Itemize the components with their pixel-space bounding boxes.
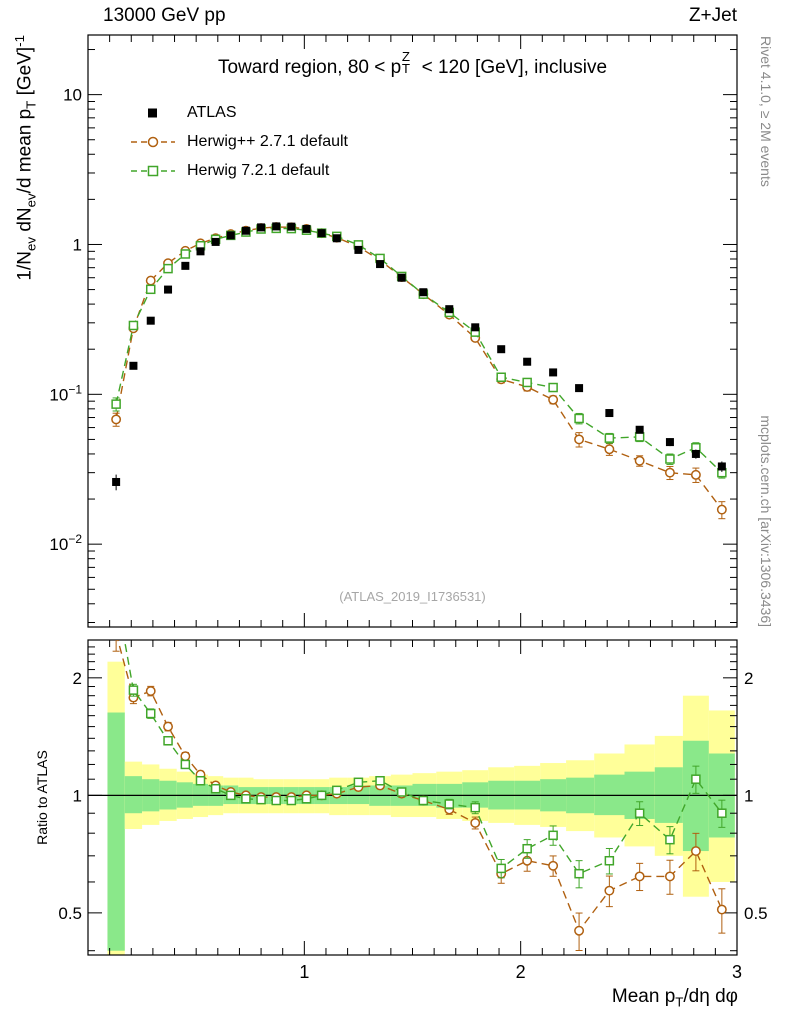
svg-text:2: 2 <box>73 669 82 688</box>
process-label: Z+Jet <box>688 5 737 26</box>
svg-text:3: 3 <box>732 962 742 982</box>
svg-text:1: 1 <box>744 786 753 805</box>
analysis-id-watermark: (ATLAS_2019_I1736531) <box>339 589 486 604</box>
svg-text:2: 2 <box>744 669 753 688</box>
x-axis-label: Mean pT/dη dφ <box>611 986 738 1010</box>
legend-item: ATLAS <box>130 98 348 127</box>
legend: ATLAS Herwig++ 2.7.1 default Herwig 7.2.1 … <box>130 98 348 185</box>
svg-text:1: 1 <box>73 235 82 254</box>
svg-text:1: 1 <box>299 962 309 982</box>
svg-text:2: 2 <box>516 962 526 982</box>
mcplots-source-note: mcplots.cern.ch [arXiv:1306.3436] <box>758 415 774 627</box>
legend-label: Herwig++ 2.7.1 default <box>187 132 348 150</box>
legend-label: Herwig 7.2.1 default <box>187 161 330 179</box>
filled-square-icon <box>148 108 157 117</box>
svg-text:1: 1 <box>73 786 82 805</box>
svg-text:10−2: 10−2 <box>49 532 82 554</box>
legend-label: ATLAS <box>187 103 237 121</box>
ratio-y-axis-label: Ratio to ATLAS <box>34 750 50 845</box>
beam-energy-label: 13000 GeV pp <box>103 5 226 26</box>
y-axis-label: 1/Nev dNev/d mean pT [GeV]-1 <box>12 35 39 281</box>
svg-text:0.5: 0.5 <box>744 904 768 923</box>
open-square-icon <box>131 165 175 176</box>
open-circle-icon <box>131 136 175 147</box>
svg-text:10−1: 10−1 <box>49 382 82 404</box>
svg-text:10: 10 <box>63 86 82 105</box>
legend-item: Herwig++ 2.7.1 default <box>130 127 348 156</box>
svg-text:0.5: 0.5 <box>58 904 82 923</box>
legend-item: Herwig 7.2.1 default <box>130 156 348 185</box>
